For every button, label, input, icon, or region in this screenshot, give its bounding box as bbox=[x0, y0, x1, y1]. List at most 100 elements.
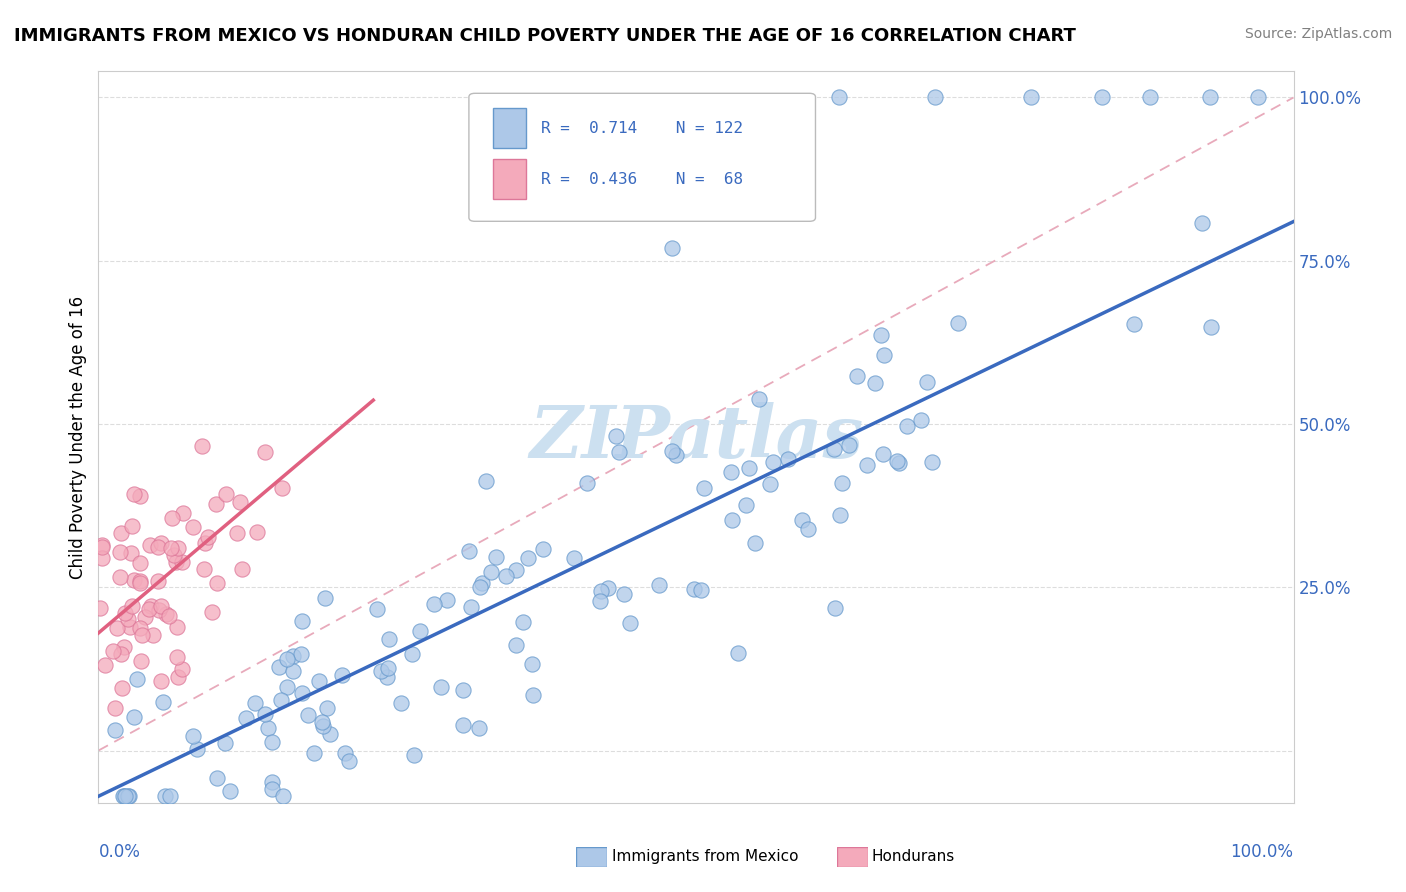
Point bbox=[738, 461, 761, 475]
Point bbox=[889, 456, 911, 470]
Point bbox=[335, 746, 357, 760]
Point bbox=[271, 789, 294, 804]
Point bbox=[661, 241, 683, 255]
Point bbox=[194, 536, 217, 550]
Point bbox=[290, 647, 312, 661]
Point bbox=[1247, 90, 1270, 104]
Point bbox=[910, 412, 932, 426]
Point bbox=[90, 540, 112, 554]
Point bbox=[693, 481, 716, 495]
Point bbox=[142, 628, 165, 642]
Point bbox=[605, 429, 627, 443]
Point bbox=[873, 349, 896, 363]
Point bbox=[479, 565, 502, 579]
Point bbox=[683, 582, 706, 597]
Point bbox=[828, 508, 851, 522]
Point bbox=[193, 562, 215, 576]
Point bbox=[160, 541, 183, 555]
Point bbox=[122, 487, 145, 501]
Point bbox=[896, 419, 918, 434]
Point bbox=[460, 599, 482, 614]
Point bbox=[122, 573, 145, 587]
Point bbox=[291, 686, 314, 700]
Point bbox=[129, 574, 152, 588]
Point bbox=[831, 475, 853, 490]
Point bbox=[166, 650, 188, 665]
Point bbox=[121, 599, 143, 613]
Point bbox=[291, 614, 314, 628]
Point bbox=[129, 654, 152, 668]
Point bbox=[205, 772, 228, 786]
Point bbox=[512, 615, 534, 629]
Point bbox=[948, 316, 970, 330]
Point bbox=[262, 775, 284, 789]
Point bbox=[110, 526, 132, 541]
Point bbox=[105, 621, 128, 635]
Point bbox=[430, 680, 453, 694]
Point bbox=[197, 530, 219, 544]
Point bbox=[915, 376, 938, 390]
Point bbox=[316, 700, 339, 714]
Point bbox=[205, 497, 228, 511]
Point bbox=[235, 711, 257, 725]
Text: Source: ZipAtlas.com: Source: ZipAtlas.com bbox=[1244, 27, 1392, 41]
Point bbox=[110, 681, 132, 695]
Point bbox=[246, 524, 269, 539]
Point bbox=[312, 719, 335, 733]
Point bbox=[150, 599, 173, 613]
Point bbox=[485, 549, 508, 564]
Point bbox=[253, 706, 276, 721]
Point bbox=[377, 661, 399, 675]
Point bbox=[118, 620, 141, 634]
Point bbox=[281, 664, 304, 678]
Point bbox=[314, 591, 336, 605]
Point bbox=[218, 784, 240, 798]
Point bbox=[311, 715, 333, 730]
Point bbox=[260, 782, 283, 797]
Point bbox=[191, 439, 214, 453]
Point bbox=[270, 693, 292, 707]
Point bbox=[231, 562, 253, 576]
Point bbox=[269, 659, 291, 673]
Point bbox=[863, 376, 886, 390]
Point bbox=[591, 583, 613, 598]
Point bbox=[127, 672, 149, 686]
Text: R =  0.436    N =  68: R = 0.436 N = 68 bbox=[541, 172, 742, 186]
Point bbox=[114, 789, 136, 804]
Point bbox=[153, 789, 176, 804]
Point bbox=[138, 602, 160, 616]
Point bbox=[776, 452, 799, 467]
Point bbox=[589, 594, 612, 608]
Point bbox=[467, 721, 489, 735]
Point bbox=[121, 518, 143, 533]
Point bbox=[148, 540, 170, 554]
Point bbox=[129, 489, 152, 503]
Point bbox=[117, 612, 139, 626]
Point bbox=[505, 638, 527, 652]
Point bbox=[112, 640, 135, 654]
Point bbox=[254, 445, 277, 459]
Point bbox=[846, 368, 869, 383]
Point bbox=[270, 481, 292, 495]
Point bbox=[94, 658, 117, 673]
Point bbox=[104, 723, 127, 737]
Point bbox=[160, 510, 183, 524]
Point bbox=[131, 628, 153, 642]
Point bbox=[155, 607, 177, 621]
Point bbox=[870, 327, 893, 342]
Point bbox=[872, 447, 894, 461]
Point bbox=[172, 662, 194, 676]
Point bbox=[471, 575, 494, 590]
Point bbox=[229, 495, 252, 509]
Text: 0.0%: 0.0% bbox=[98, 843, 141, 861]
Point bbox=[149, 673, 172, 688]
Point bbox=[148, 603, 170, 617]
Point bbox=[319, 727, 342, 741]
Point bbox=[495, 568, 517, 582]
Point bbox=[619, 616, 641, 631]
Point bbox=[744, 536, 766, 550]
Point bbox=[576, 476, 599, 491]
Point bbox=[824, 601, 846, 615]
Point bbox=[1019, 90, 1042, 104]
Point bbox=[1123, 317, 1146, 331]
